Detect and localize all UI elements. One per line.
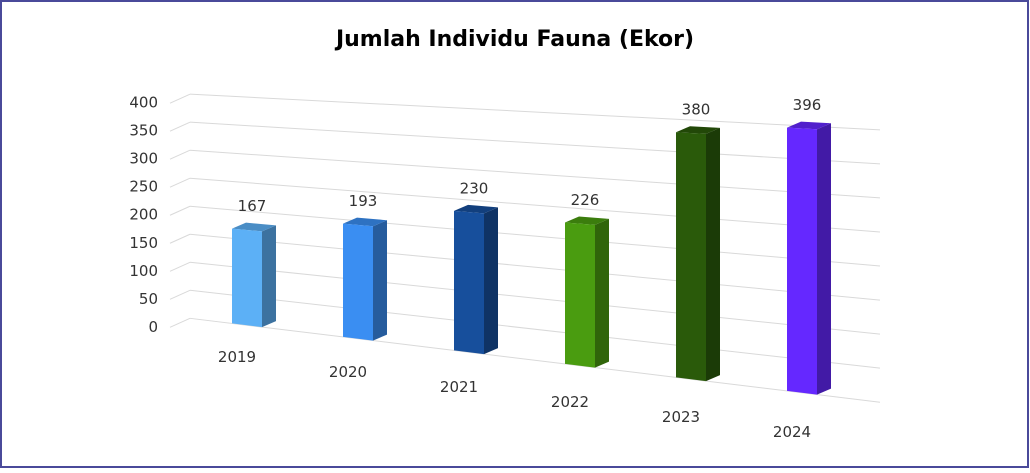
x-tick-label: 2023 (662, 408, 700, 426)
value-label: 167 (238, 197, 267, 215)
bar-top (454, 204, 498, 214)
bar (232, 228, 262, 328)
grid-left (169, 233, 191, 244)
grid-line (189, 289, 881, 369)
bar (454, 210, 484, 355)
grid-line (189, 261, 881, 335)
grid-left (169, 121, 191, 132)
y-tick-label: 50 (139, 290, 158, 308)
grid-left (169, 93, 191, 104)
value-label: 230 (460, 179, 489, 197)
grid-line (189, 149, 881, 199)
grid-left (169, 317, 191, 328)
grid-left (169, 149, 191, 160)
grid-line (189, 177, 881, 233)
bar (676, 132, 706, 382)
y-tick-label: 300 (129, 150, 158, 168)
bar-top (787, 121, 831, 130)
x-tick-label: 2024 (773, 423, 811, 441)
grid-left (169, 289, 191, 300)
grid-line (189, 121, 881, 165)
x-tick-label: 2021 (440, 378, 478, 396)
bar-side (373, 220, 387, 341)
bar (565, 222, 595, 368)
y-tick-label: 250 (129, 178, 158, 196)
x-tick-label: 2020 (329, 363, 367, 381)
grid-line (189, 93, 881, 131)
bar (787, 127, 817, 395)
bar-side (706, 127, 720, 382)
grid-line (189, 233, 881, 301)
grid-line (189, 205, 881, 267)
y-tick-label: 0 (148, 318, 158, 336)
grid-left (169, 177, 191, 188)
y-tick-label: 400 (129, 94, 158, 112)
value-label: 193 (349, 192, 378, 210)
chart-title: Jumlah Individu Fauna (Ekor) (334, 27, 694, 52)
x-tick-label: 2019 (218, 348, 256, 366)
value-label: 380 (682, 101, 711, 119)
bar-side (484, 207, 498, 355)
y-tick-label: 350 (129, 122, 158, 140)
bar-top (343, 217, 387, 227)
x-tick-label: 2022 (551, 393, 589, 411)
bar (343, 223, 373, 341)
bar-side (595, 218, 609, 368)
bar-top (565, 216, 609, 225)
grid-left (169, 205, 191, 216)
y-tick-label: 150 (129, 234, 158, 252)
bar-top (232, 222, 276, 232)
value-label: 396 (793, 96, 822, 114)
bar-side (262, 225, 276, 328)
y-tick-label: 200 (129, 206, 158, 224)
grid-left (169, 261, 191, 272)
grid-line (189, 317, 881, 403)
bar-side (817, 123, 831, 395)
y-tick-label: 100 (129, 262, 158, 280)
bar-top (676, 126, 720, 134)
value-label: 226 (571, 191, 600, 209)
